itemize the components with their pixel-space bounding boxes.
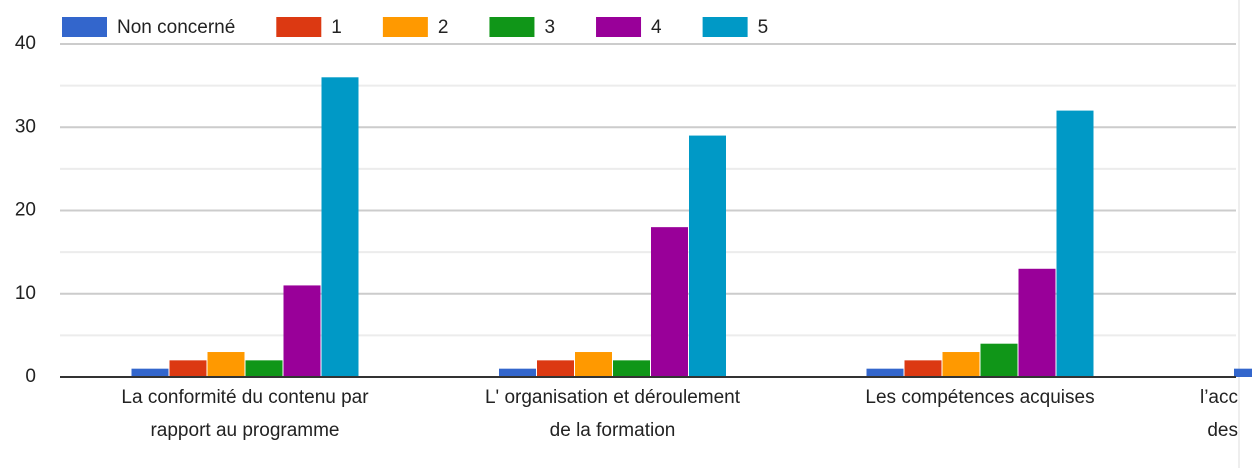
bar <box>207 352 245 377</box>
y-tick-label: 30 <box>15 116 36 137</box>
legend-swatch <box>62 17 107 37</box>
legend-swatch <box>596 17 642 37</box>
bar <box>904 360 942 377</box>
bar <box>1056 110 1094 377</box>
legend-label: 3 <box>544 17 555 38</box>
bar <box>499 368 536 377</box>
bar <box>575 352 612 377</box>
legend-label: Non concerné <box>117 17 235 38</box>
bar <box>1018 268 1056 377</box>
x-tick-label: Les compétences acquises <box>865 387 1094 408</box>
bar <box>283 285 321 377</box>
x-tick-label: l’acc <box>1200 387 1238 408</box>
y-tick-label: 20 <box>15 200 36 221</box>
bar <box>1234 368 1252 377</box>
x-tick-label: rapport au programme <box>150 420 339 441</box>
legend-label: 5 <box>758 17 769 38</box>
legend-label: 2 <box>438 17 449 38</box>
x-tick-label: des <box>1207 420 1238 441</box>
x-tick-label: La conformité du contenu par <box>121 387 369 408</box>
y-tick-label: 0 <box>25 366 36 387</box>
legend-label: 1 <box>331 17 342 38</box>
x-tick-label: L' organisation et déroulement <box>485 387 741 408</box>
x-tick-label: de la formation <box>550 420 676 441</box>
bar <box>613 360 650 377</box>
legend-swatch <box>702 17 748 37</box>
legend-swatch <box>382 17 428 37</box>
bar <box>245 360 283 377</box>
bar <box>689 135 726 377</box>
y-tick-label: 40 <box>15 33 36 54</box>
bar <box>866 368 904 377</box>
legend-label: 4 <box>651 17 662 38</box>
bar <box>980 343 1018 377</box>
bar <box>537 360 574 377</box>
legend-swatch <box>489 17 535 37</box>
bar <box>169 360 207 377</box>
bar <box>942 352 980 377</box>
legend-swatch <box>276 17 322 37</box>
y-tick-label: 10 <box>15 283 36 304</box>
bar <box>651 227 688 377</box>
bar <box>321 77 359 378</box>
bar <box>131 368 169 377</box>
